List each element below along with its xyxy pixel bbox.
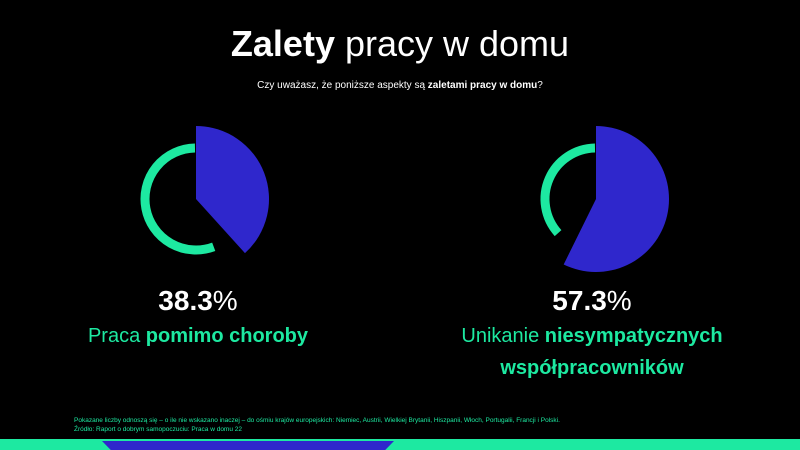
value-unit-1: %	[212, 285, 238, 316]
subtitle-text: Czy uważasz, że poniższe aspekty są	[257, 80, 428, 91]
category-label-1: Praca pomimo choroby	[28, 320, 368, 352]
category-label-1-bold: pomimo choroby	[145, 325, 309, 347]
footnote: Pokazane liczby odnoszą się – o ile nie …	[74, 416, 714, 434]
footnote-line-2: Źródło: Raport o dobrym samopoczuciu: Pr…	[74, 426, 242, 433]
page-subtitle: Czy uważasz, że poniższe aspekty są zale…	[0, 79, 800, 93]
bottom-accent-tab	[102, 441, 394, 450]
category-label-2: Unikanie niesympatycznych współpracownik…	[422, 320, 762, 384]
value-number-1: 38.3	[158, 285, 213, 316]
value-label-1: 38.3%	[28, 284, 368, 318]
subtitle-end: ?	[537, 80, 543, 91]
pie-remainder-ring	[140, 143, 216, 255]
pie-chart-1	[140, 126, 269, 255]
pie-value-slice	[563, 126, 669, 272]
title-bold: Zalety	[230, 23, 335, 64]
footnote-line-1: Pokazane liczby odnoszą się – o ile nie …	[74, 417, 560, 424]
title-light: pracy w domu	[344, 23, 570, 64]
subtitle-bold: zaletami pracy w domu	[427, 80, 538, 91]
value-number-2: 57.3	[552, 285, 607, 316]
value-label-2: 57.3%	[422, 284, 762, 318]
category-label-2-prefix: Unikanie	[461, 325, 545, 347]
category-label-2-bold: niesympatycznych współpracowników	[500, 325, 723, 379]
page-title: Zalety pracy w domu	[0, 22, 800, 66]
pie-chart-2	[540, 126, 669, 272]
bottom-accent-bar	[0, 439, 800, 450]
pie-value-slice	[196, 126, 269, 254]
category-label-1-prefix: Praca	[87, 325, 146, 347]
pie-remainder-ring	[540, 143, 596, 237]
value-unit-2: %	[606, 285, 632, 316]
